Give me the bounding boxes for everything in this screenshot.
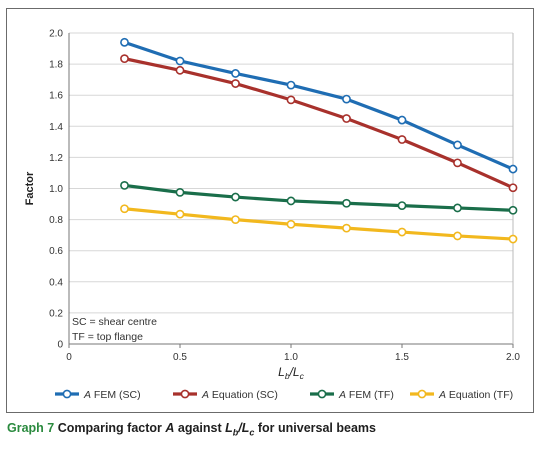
figure-caption: Graph 7 Comparing factor A against Lb/Lc… bbox=[7, 421, 376, 438]
line-chart: 0 0.2 0.4 0.6 0.8 1.0 1.2 1.4 1.6 1.8 2.0 0 0.5 1.0 1… bbox=[24, 29, 520, 401]
data-point bbox=[120, 37, 129, 47]
x-label-sub-c: c bbox=[300, 371, 305, 381]
y-tick-label: 0.8 bbox=[49, 215, 63, 226]
x-label-sub-b: b bbox=[285, 371, 290, 381]
x-axis-label: Lb/Lc bbox=[278, 365, 304, 381]
legend: A FEM (SC) A Equation (SC) A FEM (TF) A Equ… bbox=[55, 389, 513, 401]
data-point bbox=[397, 201, 407, 211]
data-point bbox=[508, 183, 518, 193]
data-point bbox=[120, 180, 129, 190]
data-point bbox=[397, 227, 407, 237]
x-tick-label: 0.5 bbox=[173, 352, 187, 363]
y-tick-label: 0.2 bbox=[49, 308, 63, 319]
y-axis-label: Factor bbox=[24, 171, 36, 205]
caption-text-3: for universal beams bbox=[254, 421, 376, 435]
y-tick-label: 1.2 bbox=[49, 153, 63, 164]
legend-swatch-marker bbox=[62, 389, 72, 399]
x-label-sep: /L bbox=[289, 365, 300, 379]
caption-sub1: b bbox=[232, 427, 239, 438]
data-point bbox=[175, 187, 185, 197]
chart-frame: 0 0.2 0.4 0.6 0.8 1.0 1.2 1.4 1.6 1.8 2.0 0 0.5 1.0 1… bbox=[6, 8, 534, 413]
legend-label: A Equation (TF) bbox=[438, 389, 513, 401]
x-tick-label: 0 bbox=[66, 352, 72, 363]
x-tick-label: 2.0 bbox=[506, 352, 520, 363]
data-point bbox=[175, 56, 185, 66]
x-label-l: L bbox=[278, 365, 285, 379]
y-tick-label: 0.4 bbox=[49, 277, 63, 288]
axes bbox=[68, 33, 514, 348]
x-tick-label: 1.0 bbox=[284, 352, 298, 363]
grid-lines bbox=[69, 32, 513, 314]
y-tick-label: 1.8 bbox=[49, 60, 63, 71]
legend-label-prefix: A bbox=[338, 389, 346, 401]
series-group bbox=[120, 37, 518, 244]
legend-label-name: FEM (SC) bbox=[91, 389, 141, 401]
legend-swatch-marker bbox=[417, 389, 427, 399]
data-point bbox=[231, 79, 240, 88]
x-tick-label: 1.5 bbox=[395, 352, 409, 363]
legend-label-name: Equation (TF) bbox=[446, 389, 513, 401]
legend-swatch-marker bbox=[317, 389, 327, 399]
caption-text-1: Comparing factor bbox=[54, 421, 166, 435]
y-tick-label: 1.0 bbox=[49, 184, 63, 195]
data-point bbox=[397, 115, 407, 125]
series-line-0 bbox=[122, 40, 515, 171]
legend-label-prefix: A bbox=[83, 389, 91, 401]
data-point bbox=[453, 140, 462, 150]
data-point bbox=[120, 204, 129, 214]
data-point bbox=[342, 114, 351, 123]
data-point bbox=[508, 234, 518, 244]
caption-sep: /L bbox=[238, 421, 250, 435]
legend-swatch-marker bbox=[180, 389, 190, 399]
data-point bbox=[508, 164, 518, 174]
x-tick-labels: 0 0.5 1.0 1.5 2.0 bbox=[66, 352, 520, 363]
series-line-1 bbox=[122, 57, 515, 190]
y-tick-label: 0 bbox=[57, 340, 63, 351]
annotation-text: TF = top flange bbox=[72, 331, 143, 343]
caption-l1: L bbox=[225, 421, 233, 435]
y-tick-labels: 0 0.2 0.4 0.6 0.8 1.0 1.2 1.4 1.6 1.8 2.0 bbox=[49, 29, 63, 351]
legend-label-name: FEM (TF) bbox=[346, 389, 394, 401]
data-point bbox=[231, 215, 240, 224]
data-point bbox=[175, 209, 185, 219]
annotation-text: SC = shear centre bbox=[72, 316, 157, 328]
data-point bbox=[342, 94, 351, 104]
data-point bbox=[175, 65, 185, 75]
data-point bbox=[508, 205, 518, 215]
legend-label: A FEM (SC) bbox=[83, 389, 141, 401]
legend-label: A FEM (TF) bbox=[338, 389, 394, 401]
data-point bbox=[120, 54, 129, 64]
annotation-notes: SC = shear centre TF = top flange bbox=[72, 316, 157, 343]
y-tick-label: 0.6 bbox=[49, 246, 63, 257]
caption-italic-a: A bbox=[165, 421, 175, 435]
data-point bbox=[397, 135, 407, 144]
caption-text-2: against bbox=[174, 421, 226, 435]
data-point bbox=[453, 203, 462, 213]
caption-sub2: c bbox=[249, 427, 255, 438]
y-tick-label: 2.0 bbox=[49, 29, 63, 40]
y-tick-label: 1.4 bbox=[49, 122, 63, 133]
data-point bbox=[286, 219, 296, 229]
legend-label-name: Equation (SC) bbox=[209, 389, 278, 401]
data-point bbox=[286, 80, 296, 90]
legend-label-prefix: A bbox=[201, 389, 209, 401]
legend-label: A Equation (SC) bbox=[201, 389, 278, 401]
data-point bbox=[453, 231, 462, 241]
legend-label-prefix: A bbox=[438, 389, 446, 401]
y-tick-label: 1.6 bbox=[49, 91, 63, 102]
data-point bbox=[453, 158, 462, 168]
data-point bbox=[286, 196, 296, 206]
series-line-3 bbox=[122, 207, 515, 241]
data-point bbox=[231, 69, 240, 78]
data-point bbox=[286, 95, 296, 105]
data-point bbox=[342, 198, 351, 208]
series-line-2 bbox=[122, 183, 515, 212]
data-point bbox=[342, 223, 351, 233]
caption-label: Graph 7 bbox=[7, 421, 55, 435]
data-point bbox=[231, 192, 240, 202]
